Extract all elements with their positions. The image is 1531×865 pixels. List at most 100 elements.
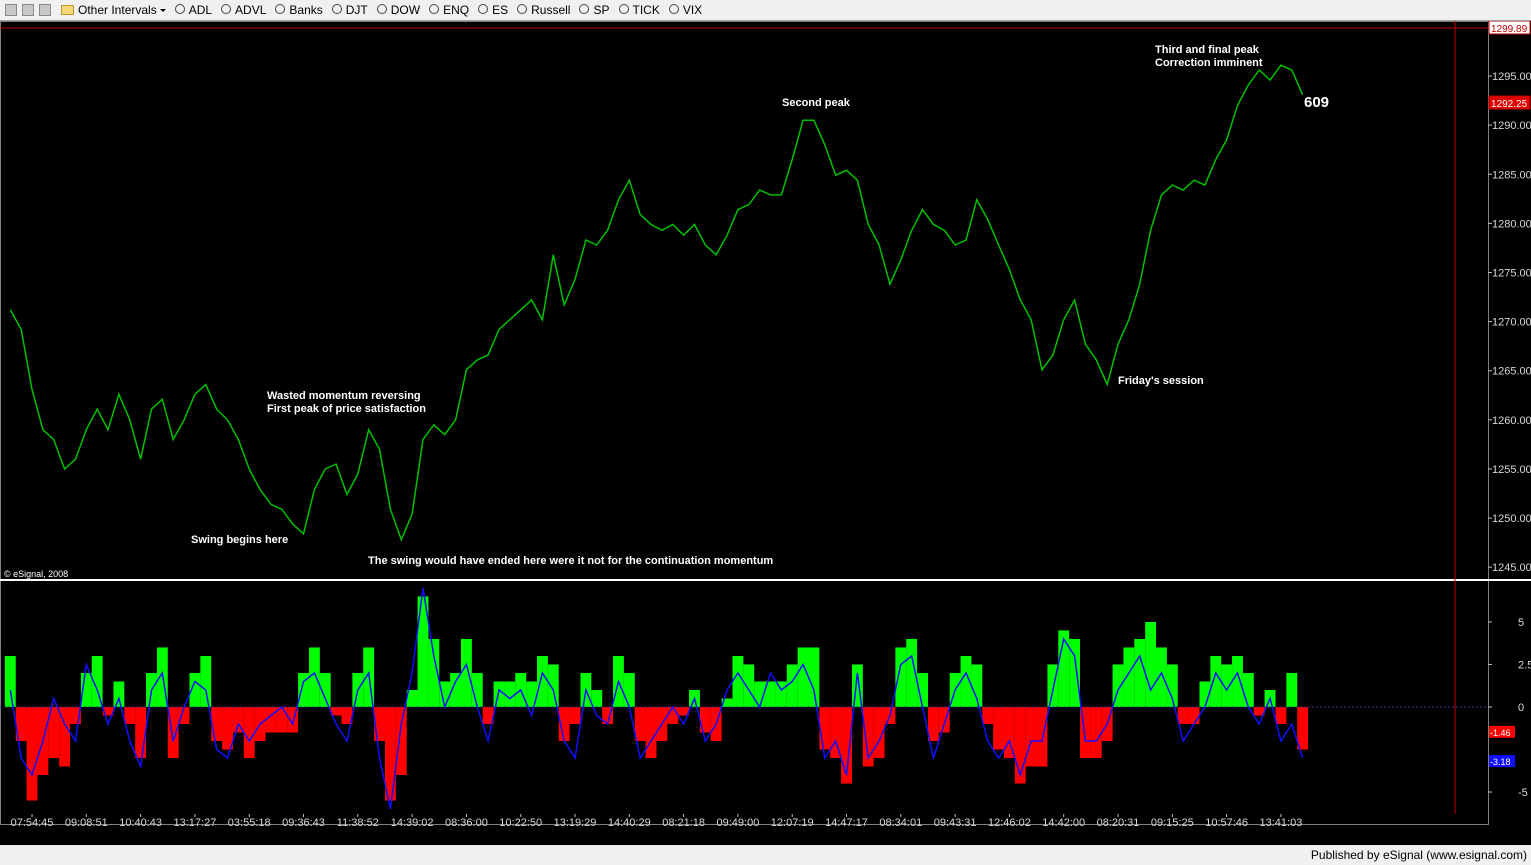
toolbar-item[interactable]: ES [492, 3, 509, 17]
x-tick-label: 08:36:00 [445, 817, 488, 829]
y-tick-label: 1250.00 [1492, 513, 1531, 525]
histogram-bar [384, 706, 396, 801]
histogram-bar [91, 655, 103, 707]
symbol-icon[interactable] [174, 4, 185, 14]
footer: Published by eSignal (www.esignal.com) [0, 845, 1531, 865]
histogram-bar [298, 672, 309, 707]
toolbar-icon[interactable] [39, 4, 51, 16]
symbol-icon[interactable] [376, 4, 387, 14]
symbol-icon[interactable] [668, 4, 679, 14]
toolbar-icon[interactable] [22, 4, 34, 16]
histogram-bar [841, 706, 852, 784]
plot-frame [0, 21, 1489, 825]
histogram-bar [917, 672, 928, 707]
histogram-bar [743, 664, 755, 707]
histogram-bar [1156, 647, 1167, 707]
x-tick-label: 11:38:52 [337, 817, 379, 829]
histogram-bar [634, 706, 646, 742]
histogram-bar [993, 706, 1004, 750]
histogram-bar [178, 706, 190, 725]
toolbar-item[interactable]: Russell [531, 3, 571, 17]
x-tick-label: 13:19:29 [554, 817, 597, 829]
x-tick-label: 13:41:03 [1260, 817, 1303, 829]
histogram-bar [26, 706, 38, 801]
annotations: Third and final peak Correction imminent… [191, 44, 1329, 567]
y-tick-label: 1280.00 [1492, 218, 1531, 230]
x-tick-label: 10:57:46 [1205, 817, 1248, 829]
symbol-icon[interactable] [275, 4, 286, 14]
histogram-bar [70, 706, 81, 725]
histogram-bar [439, 681, 451, 707]
toolbar-item[interactable]: VIX [682, 3, 703, 17]
histogram-bar [906, 638, 918, 707]
histogram-bar [80, 672, 92, 707]
symbol-icon[interactable] [478, 4, 489, 14]
symbol-icon[interactable] [429, 4, 440, 14]
histogram-bar [15, 706, 27, 742]
toolbar-item[interactable]: ADL [188, 3, 213, 17]
annotation: Swing begins here [191, 534, 288, 546]
x-tick-label: 07:54:45 [11, 817, 54, 829]
toolbar-item[interactable]: SP [593, 3, 610, 17]
symbol-icon[interactable] [618, 4, 629, 14]
x-tick-label: 14:42:00 [1042, 817, 1085, 829]
annotation: Correction imminent [1155, 57, 1263, 69]
price-tag: 1299.89 [1491, 24, 1528, 35]
toolbar-item[interactable]: ENQ [443, 3, 470, 17]
histogram-bar [1199, 681, 1211, 707]
toolbar-item[interactable]: Other Intervals [78, 3, 157, 17]
toolbar-item[interactable]: Banks [289, 3, 323, 17]
histogram-bar [222, 706, 233, 750]
histogram-bar [265, 706, 277, 733]
dropdown-caret[interactable] [159, 8, 166, 12]
histogram-bar [830, 706, 842, 759]
histogram-bar [48, 706, 60, 759]
y-tick-label: 1265.00 [1492, 366, 1531, 378]
toolbar-item[interactable]: DOW [390, 3, 421, 17]
histogram-bar [808, 647, 820, 707]
histogram-bar [406, 689, 418, 707]
histogram-bar [591, 689, 603, 707]
histogram-bar [851, 664, 863, 707]
histogram-bar [504, 681, 516, 707]
histogram-bar [699, 706, 711, 733]
price-tag-box [1488, 21, 1531, 35]
symbol-icon[interactable] [331, 4, 342, 14]
annotation: Second peak [782, 97, 851, 109]
x-tick-label: 08:20:31 [1097, 817, 1140, 829]
toolbar-item[interactable]: TICK [632, 3, 660, 17]
histogram-bar [59, 706, 71, 767]
histogram-bar [1025, 706, 1037, 767]
histogram-bar [330, 706, 342, 716]
histogram-bar [1058, 630, 1070, 707]
annotation: Third and final peak [1155, 44, 1260, 56]
x-tick-label: 14:40:29 [608, 817, 651, 829]
x-tick-label: 08:34:01 [879, 817, 922, 829]
y-tick-label: 1245.00 [1492, 562, 1531, 574]
toolbar-item[interactable]: DJT [345, 3, 368, 17]
histogram-bar [395, 706, 407, 776]
histogram-bar [102, 706, 114, 716]
symbol-icon[interactable] [221, 4, 232, 14]
histogram-bar [1253, 706, 1265, 716]
histogram-bar [547, 664, 559, 707]
histogram-bar [645, 706, 657, 759]
x-tick-label: 09:15:25 [1151, 817, 1194, 829]
symbol-icon[interactable] [579, 4, 590, 14]
toolbar-item[interactable]: ADVL [235, 3, 267, 17]
histogram-bar [1242, 672, 1254, 707]
histogram-bar [1069, 638, 1081, 707]
histogram-bar [721, 698, 733, 707]
toolbar-icon[interactable] [5, 4, 17, 16]
histogram-bar [1286, 672, 1298, 707]
annotation: Friday's session [1118, 375, 1204, 387]
price-tag-box [1488, 95, 1531, 110]
histogram-bar [765, 681, 776, 707]
histogram-bar [1036, 706, 1048, 767]
symbol-icon[interactable] [517, 4, 528, 14]
x-tick-label: 14:39:02 [391, 817, 434, 829]
x-tick-label: 14:47:17 [825, 817, 868, 829]
histogram-bar [1177, 706, 1189, 725]
x-tick-label: 09:49:00 [717, 817, 760, 829]
